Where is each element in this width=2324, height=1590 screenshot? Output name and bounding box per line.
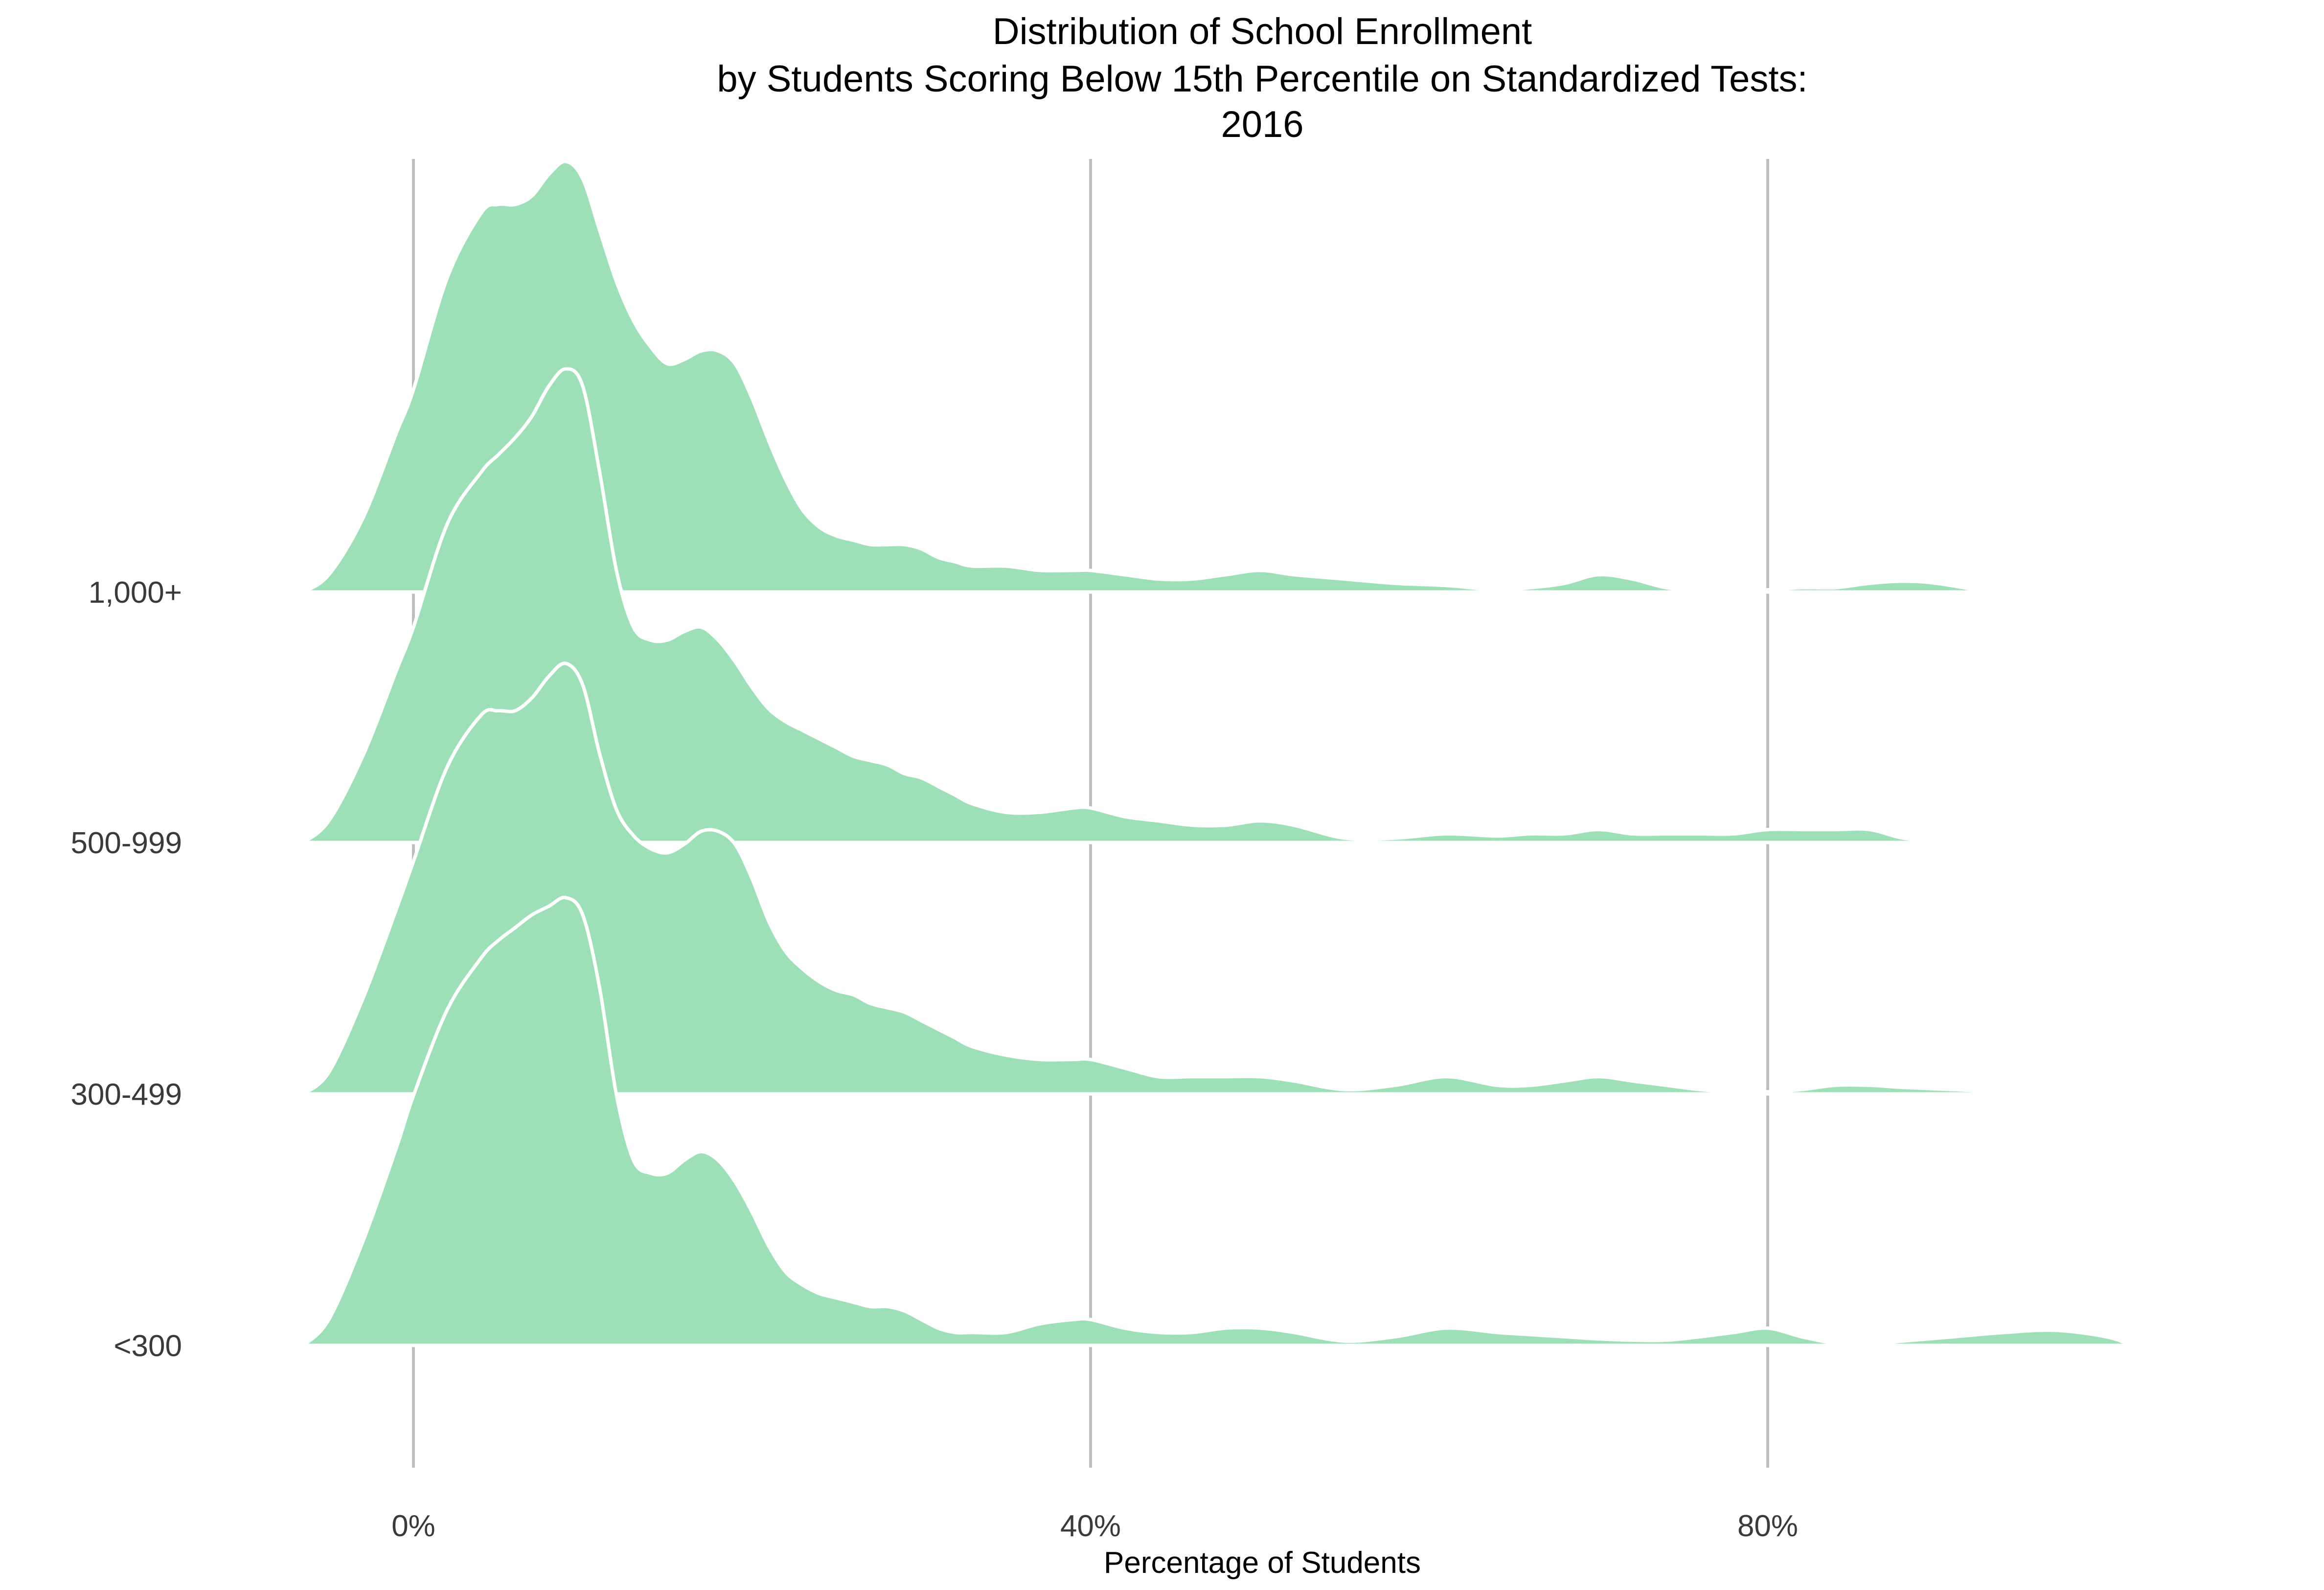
- chart-title-line-2: by Students Scoring Below 15th Percentil…: [717, 58, 1807, 100]
- chart-title: Distribution of School Enrollment by Stu…: [717, 11, 1807, 145]
- ridge-area: [301, 895, 2134, 1347]
- ridge-area: [301, 159, 1990, 594]
- ridge-area: [301, 367, 2108, 844]
- y-tick-labels: 1,000+ 500-999 300-499 <300: [70, 576, 182, 1363]
- x-tick-label: 40%: [1060, 1509, 1121, 1543]
- chart-title-line-1: Distribution of School Enrollment: [993, 11, 1532, 52]
- x-tick-label: 0%: [391, 1509, 435, 1543]
- x-axis-title: Percentage of Students: [1104, 1546, 1421, 1580]
- y-tick-label: 1,000+: [89, 576, 182, 610]
- chart-title-line-3: 2016: [1221, 104, 1303, 145]
- ridges: [301, 159, 2142, 1347]
- y-tick-label: 300-499: [70, 1078, 182, 1112]
- ridge-area: [301, 661, 2142, 1096]
- x-tick-label: 80%: [1737, 1509, 1798, 1543]
- y-tick-label: <300: [114, 1329, 182, 1363]
- x-tick-labels: 0% 40% 80%: [391, 1509, 1798, 1543]
- y-tick-label: 500-999: [70, 826, 182, 860]
